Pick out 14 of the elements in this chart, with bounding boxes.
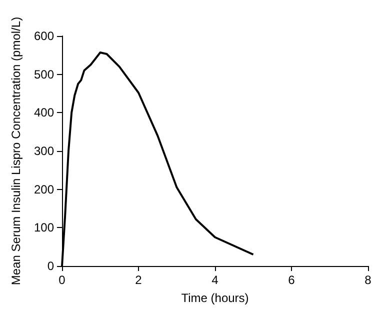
y-tick-label: 400 <box>34 106 54 120</box>
x-tick-label: 6 <box>288 273 296 287</box>
y-tick-label: 600 <box>34 29 54 43</box>
y-tick-label: 500 <box>34 67 54 82</box>
x-tick-label: 0 <box>58 273 66 287</box>
y-tick-label: 100 <box>34 220 54 235</box>
y-tick-label: 200 <box>34 182 54 196</box>
y-tick-label: 300 <box>34 144 54 158</box>
x-tick-label: 2 <box>135 273 142 287</box>
x-axis-title: Time (hours) <box>181 291 249 305</box>
x-tick-label: 4 <box>212 273 219 287</box>
y-axis-title: Mean Serum Insulin Lispro Concentration (pmol/L) <box>9 16 23 286</box>
x-tick-label: 8 <box>364 273 372 287</box>
y-tick-label: 0 <box>47 259 54 273</box>
